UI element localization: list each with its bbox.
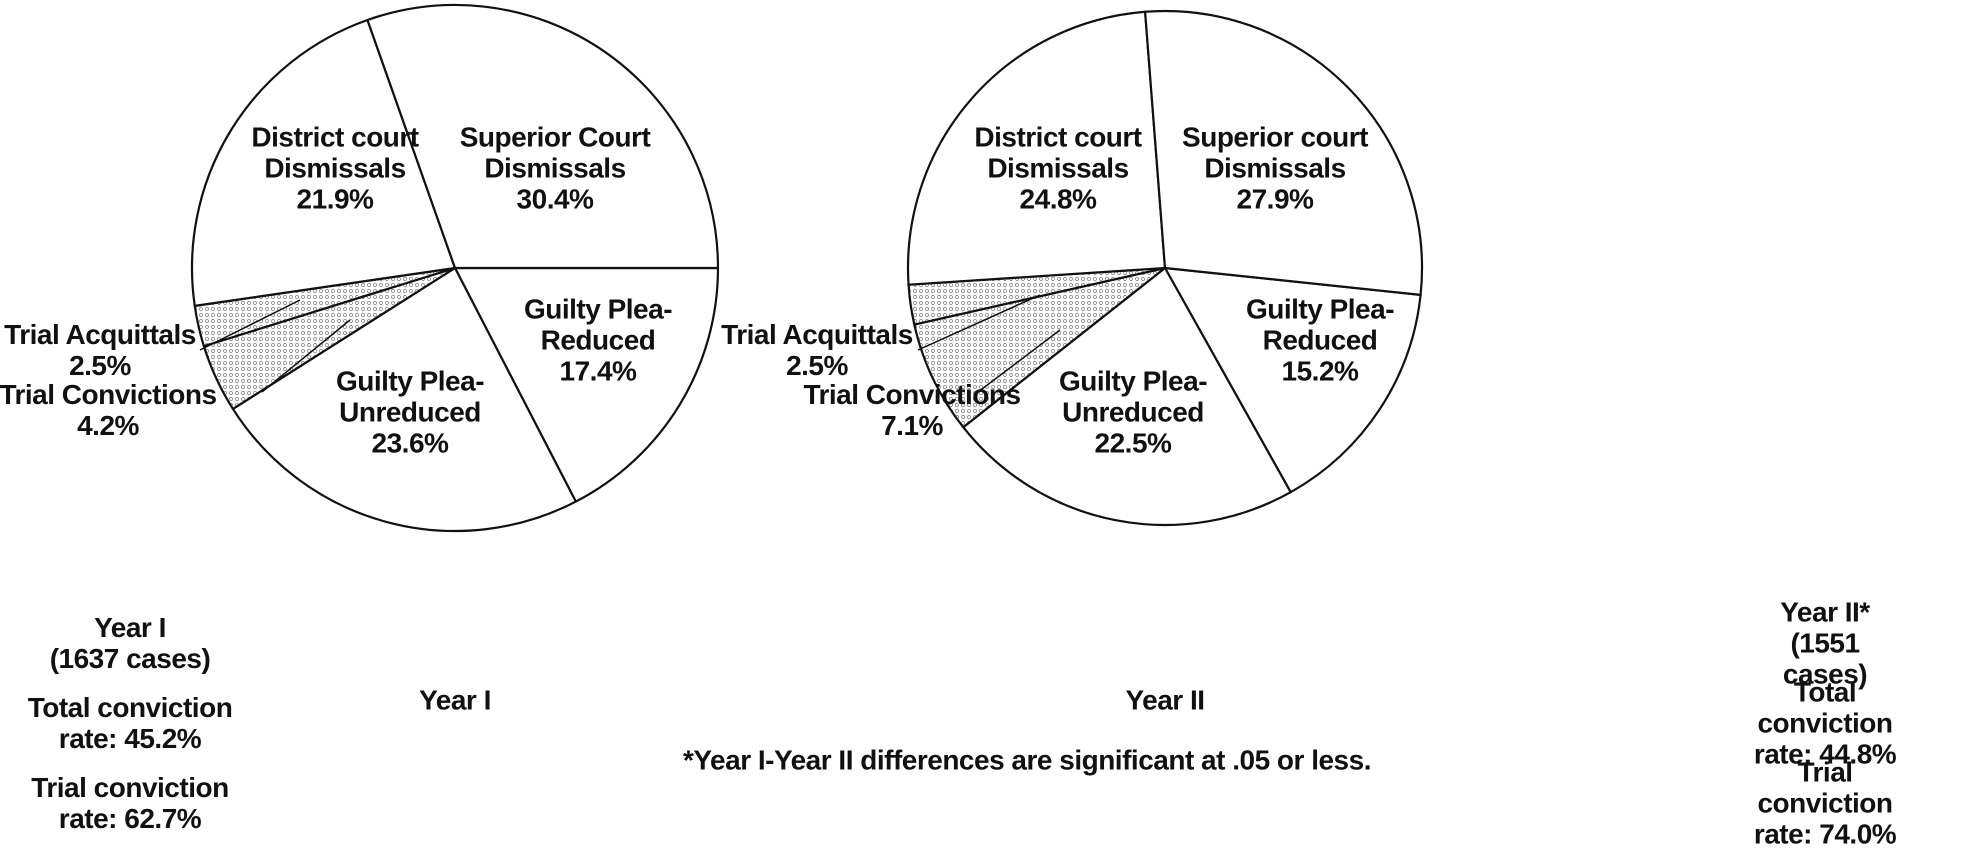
summary-text: Trial conviction rate: 74.0% bbox=[1753, 756, 1897, 850]
leader-line bbox=[917, 294, 1041, 351]
pie-slice bbox=[962, 266, 1292, 527]
slice-label: Guilty Plea- Unreduced 23.6% bbox=[335, 365, 485, 459]
slice-label: Trial Acquittals 2.5% bbox=[4, 319, 196, 381]
leader-line bbox=[977, 329, 1061, 393]
pie-slice bbox=[231, 266, 577, 533]
slice-value: 21.9% bbox=[296, 183, 374, 215]
slice-label: Superior Court Dismissals 30.4% bbox=[460, 122, 651, 215]
leader-line bbox=[199, 299, 301, 351]
chart-title: Year I bbox=[419, 684, 491, 716]
slice-label: Guilty Plea- Reduced 17.4% bbox=[523, 293, 673, 387]
slice-name: Guilty Plea- Unreduced bbox=[335, 365, 485, 428]
slice-value: 7.1% bbox=[881, 410, 943, 441]
slice-label: Superior court Dismissals 27.9% bbox=[1182, 122, 1368, 215]
slice-label: Guilty Plea- Reduced 15.2% bbox=[1245, 293, 1395, 387]
pie-slice bbox=[1163, 266, 1422, 494]
summary-text: Year II* (1551 cases) bbox=[1780, 596, 1870, 690]
pie-slice bbox=[913, 266, 1167, 429]
slice-label: Trial Acquittals 2.5% bbox=[721, 319, 913, 381]
pie-slice bbox=[190, 18, 457, 307]
slice-value: 17.4% bbox=[559, 355, 637, 387]
summary-text: Trial conviction rate: 62.7% bbox=[31, 772, 229, 834]
slice-label: District court Dismissals 21.9% bbox=[251, 121, 419, 215]
slice-name: Trial Acquittals bbox=[721, 319, 913, 350]
pie-slice bbox=[906, 10, 1167, 286]
summary-text: Year I (1637 cases) bbox=[49, 612, 211, 674]
slice-name: Guilty Plea- Reduced bbox=[523, 293, 673, 356]
slice-name: District court Dismissals bbox=[251, 121, 419, 184]
chart-title: Year II bbox=[1125, 684, 1205, 716]
slice-value: 24.8% bbox=[1019, 183, 1097, 215]
slice-value: 2.5% bbox=[786, 350, 848, 381]
summary-text: Total conviction rate: 45.2% bbox=[27, 692, 233, 754]
slice-label: Trial Convictions 7.1% bbox=[803, 379, 1021, 441]
pie-slice bbox=[453, 266, 720, 503]
pie-slice bbox=[366, 3, 720, 270]
slice-name: Trial Convictions bbox=[0, 379, 217, 410]
slice-name: Superior Court Dismissals bbox=[459, 121, 651, 184]
slice-label: Trial Convictions 4.2% bbox=[0, 379, 217, 441]
slice-value: 15.2% bbox=[1281, 355, 1359, 387]
slice-label: District court Dismissals 24.8% bbox=[974, 121, 1142, 215]
slice-value: 23.6% bbox=[371, 427, 449, 459]
slice-label: Guilty Plea- Unreduced 22.5% bbox=[1058, 365, 1208, 459]
slice-name: Trial Convictions bbox=[803, 379, 1021, 410]
footnote: *Year I-Year II differences are signific… bbox=[683, 744, 1371, 776]
pie-slice bbox=[1144, 9, 1424, 296]
slice-value: 30.4% bbox=[516, 183, 594, 215]
summary-text: Total conviction rate: 44.8% bbox=[1753, 676, 1897, 770]
slice-name: District court Dismissals bbox=[974, 121, 1142, 184]
slice-value: 27.9% bbox=[1236, 183, 1314, 215]
slice-name: Superior court Dismissals bbox=[1182, 121, 1368, 184]
leader-line bbox=[261, 319, 351, 393]
slice-value: 22.5% bbox=[1094, 427, 1172, 459]
slice-value: 4.2% bbox=[77, 410, 139, 441]
slice-name: Trial Acquittals bbox=[4, 319, 196, 350]
slice-value: 2.5% bbox=[69, 350, 131, 381]
slice-name: Guilty Plea- Unreduced bbox=[1058, 365, 1208, 428]
slice-name: Guilty Plea- Reduced bbox=[1245, 293, 1395, 356]
